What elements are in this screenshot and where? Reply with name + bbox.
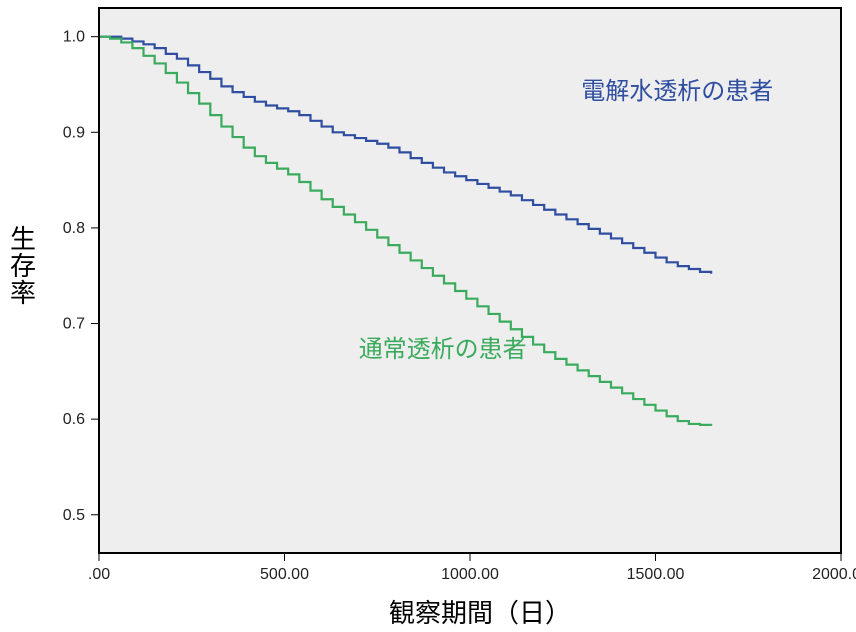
survival-chart: .00 500.00 1000.00 1500.00 2000.00 0.5 0.6 0.7 0… (0, 0, 856, 632)
y-tick-label: 0.8 (63, 220, 85, 237)
y-tick-label: 0.9 (63, 124, 85, 141)
x-tick-label: 1000.00 (441, 566, 499, 583)
y-tick-label: 0.7 (63, 316, 85, 333)
y-axis-title: 生存率 (8, 226, 38, 308)
y-tick-label: 0.5 (63, 507, 85, 524)
chart-container: .00 500.00 1000.00 1500.00 2000.00 0.5 0.6 0.7 0… (0, 0, 856, 632)
x-tick-label: .00 (88, 566, 110, 583)
y-tick-label: 1.0 (63, 29, 85, 46)
series-label-conventional: 通常透析の患者 (359, 336, 527, 363)
series-label-electrolyzed: 電解水透析の患者 (581, 78, 773, 105)
x-tick-label: 500.00 (260, 566, 309, 583)
x-tick-label: 1500.00 (627, 566, 685, 583)
x-tick-label: 2000.00 (812, 566, 856, 583)
x-axis-title: 観察期間（日） (350, 593, 610, 630)
y-tick-label: 0.6 (63, 411, 85, 428)
